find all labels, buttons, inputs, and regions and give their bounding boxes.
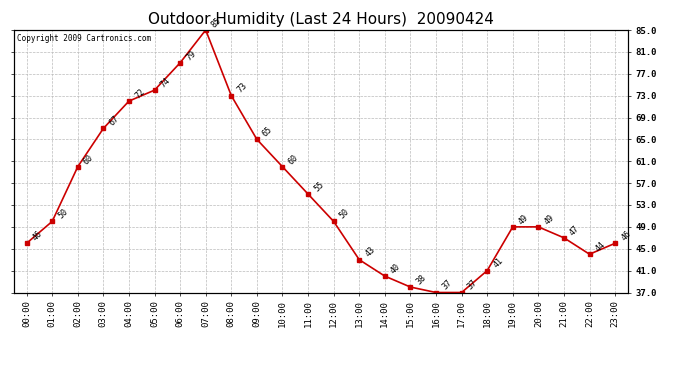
Text: 40: 40 xyxy=(389,262,402,275)
Text: 46: 46 xyxy=(31,229,44,243)
Text: 79: 79 xyxy=(184,49,198,62)
Title: Outdoor Humidity (Last 24 Hours)  20090424: Outdoor Humidity (Last 24 Hours) 2009042… xyxy=(148,12,494,27)
Text: 55: 55 xyxy=(312,180,326,193)
Text: 46: 46 xyxy=(619,229,633,243)
Text: 41: 41 xyxy=(491,256,505,270)
Text: 65: 65 xyxy=(261,125,275,139)
Text: 85: 85 xyxy=(210,16,224,29)
Text: 49: 49 xyxy=(517,213,531,226)
Text: 37: 37 xyxy=(440,278,453,292)
Text: 37: 37 xyxy=(466,278,479,292)
Text: 47: 47 xyxy=(568,224,582,237)
Text: 60: 60 xyxy=(286,153,300,166)
Text: Copyright 2009 Cartronics.com: Copyright 2009 Cartronics.com xyxy=(17,34,151,43)
Text: 49: 49 xyxy=(542,213,556,226)
Text: 72: 72 xyxy=(133,87,146,100)
Text: 38: 38 xyxy=(415,273,428,286)
Text: 50: 50 xyxy=(338,207,351,220)
Text: 50: 50 xyxy=(57,207,70,220)
Text: 67: 67 xyxy=(108,114,121,128)
Text: 73: 73 xyxy=(235,81,249,95)
Text: 43: 43 xyxy=(364,246,377,259)
Text: 60: 60 xyxy=(82,153,95,166)
Text: 44: 44 xyxy=(593,240,607,254)
Text: 74: 74 xyxy=(159,76,172,89)
